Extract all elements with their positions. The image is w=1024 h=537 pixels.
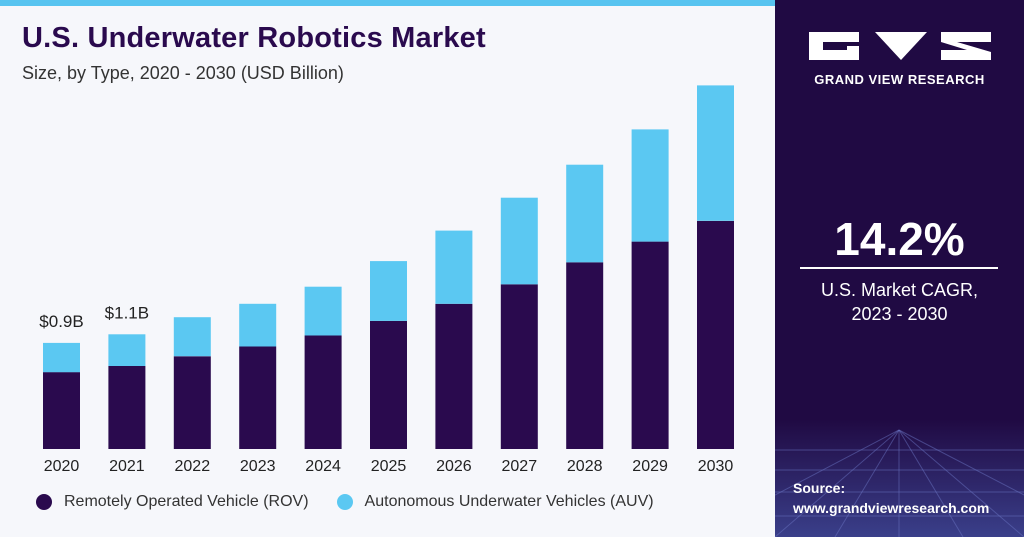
accent-line	[0, 0, 775, 6]
bar-auv-2021	[108, 334, 146, 366]
bar-rov-2023	[239, 346, 277, 449]
source-url: www.grandviewresearch.com	[793, 500, 990, 516]
data-label-2021: $1.1B	[105, 303, 149, 322]
bar-rov-2025	[370, 320, 407, 449]
legend-swatch-rov	[36, 494, 52, 510]
x-tick-label-2029: 2029	[632, 458, 668, 475]
grand-view-research-logo	[809, 32, 991, 60]
cagr-label-line2: 2023 - 2030	[851, 304, 948, 324]
legend-item-rov: Remotely Operated Vehicle (ROV)	[36, 493, 309, 511]
bar-auv-2024	[304, 286, 342, 336]
cagr-divider	[800, 267, 998, 269]
bar-rov-2024	[304, 335, 342, 449]
x-tick-label-2022: 2022	[175, 458, 211, 475]
chart-subtitle: Size, by Type, 2020 - 2030 (USD Billion)	[22, 63, 344, 83]
data-label-2020: $0.9B	[39, 312, 83, 331]
cagr-label: U.S. Market CAGR, 2023 - 2030	[775, 278, 1024, 326]
bar-rov-2022	[173, 356, 211, 449]
x-tick-label-2024: 2024	[305, 458, 341, 475]
bar-rov-2030	[697, 220, 734, 449]
x-tick-label-2021: 2021	[109, 458, 145, 475]
legend-label-rov: Remotely Operated Vehicle (ROV)	[64, 493, 309, 510]
bar-rov-2020	[43, 372, 80, 449]
bar-auv-2026	[435, 230, 473, 304]
legend-swatch-auv	[336, 494, 353, 510]
x-tick-label-2023: 2023	[240, 458, 276, 475]
bar-auv-2023	[239, 303, 277, 347]
x-tick-label-2025: 2025	[371, 458, 407, 475]
bar-rov-2028	[566, 262, 604, 449]
legend: Remotely Operated Vehicle (ROV) Autonomo…	[36, 493, 682, 511]
source-label: Source:	[793, 480, 846, 496]
legend-label-auv: Autonomous Underwater Vehicles (AUV)	[364, 493, 654, 510]
bar-auv-2022	[173, 317, 211, 357]
x-tick-label-2020: 2020	[44, 458, 80, 475]
bar-rov-2026	[435, 303, 473, 449]
chart-title: U.S. Underwater Robotics Market	[22, 22, 486, 54]
bar-auv-2025	[370, 261, 407, 321]
stacked-bar-chart: 2020 $0.9B 2021 $1.1B 2022 2023 2024 2025 2026 20…	[39, 85, 734, 475]
bar-auv-2029	[631, 129, 669, 242]
bar-rov-2029	[631, 241, 669, 449]
x-tick-label-2030: 2030	[698, 458, 734, 475]
bar-auv-2027	[500, 197, 538, 285]
cagr-value: 14.2%	[834, 213, 965, 265]
x-tick-label-2027: 2027	[502, 458, 538, 475]
bar-rov-2021	[108, 366, 146, 449]
bar-auv-2020	[43, 342, 80, 373]
legend-item-auv: Autonomous Underwater Vehicles (AUV)	[336, 493, 654, 511]
decorative-grid	[775, 420, 1024, 537]
side-panel: GRAND VIEW RESEARCH 14.2% U.S. Market CA…	[775, 0, 1024, 537]
chart-section: U.S. Underwater Robotics Market Size, by…	[22, 22, 734, 511]
x-tick-label-2028: 2028	[567, 458, 603, 475]
brand-name: GRAND VIEW RESEARCH	[814, 72, 985, 87]
x-tick-label-2026: 2026	[436, 458, 472, 475]
cagr-label-line1: U.S. Market CAGR,	[820, 280, 979, 300]
bar-rov-2027	[500, 284, 538, 449]
bar-auv-2030	[697, 85, 734, 221]
bar-auv-2028	[566, 164, 604, 263]
